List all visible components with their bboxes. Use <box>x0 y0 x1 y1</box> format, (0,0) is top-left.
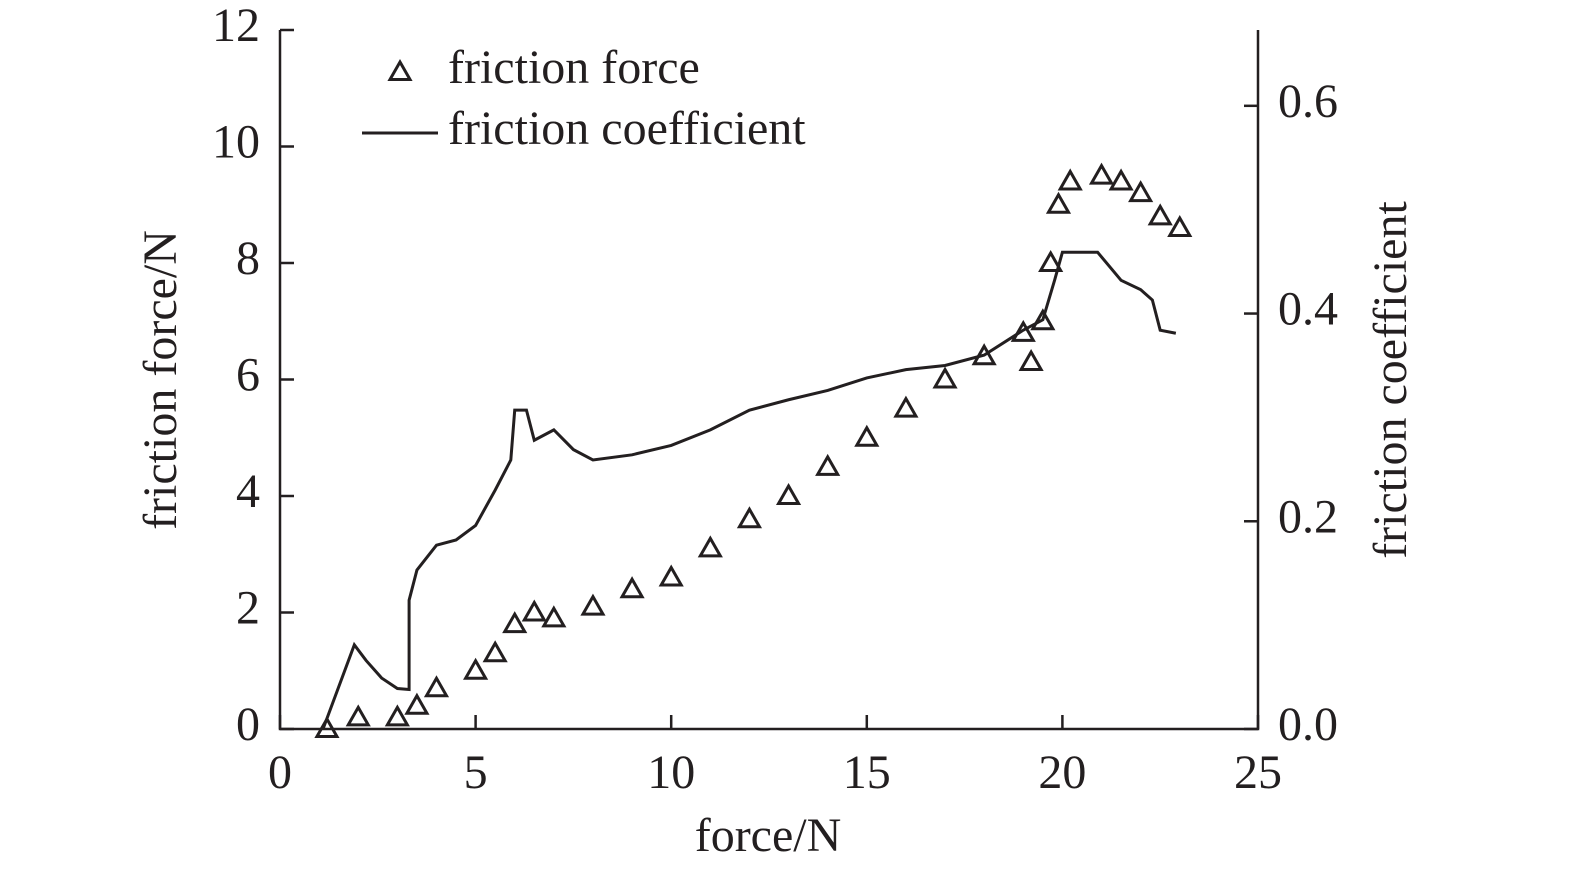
y2-tick-label: 0.0 <box>1278 698 1338 751</box>
x-tick-label: 20 <box>1038 746 1086 799</box>
y-tick-label: 6 <box>236 349 260 402</box>
marker <box>697 535 723 558</box>
marker <box>521 599 547 622</box>
marker <box>384 704 410 727</box>
x-tick-label: 25 <box>1234 746 1282 799</box>
marker <box>893 395 919 418</box>
marker <box>463 657 489 680</box>
marker <box>854 424 880 447</box>
y2-axis-label: friction coefficient <box>1364 201 1417 559</box>
marker <box>1018 349 1044 372</box>
marker <box>1038 249 1064 272</box>
marker <box>1128 180 1154 203</box>
marker <box>423 675 450 698</box>
marker <box>1030 308 1056 331</box>
marker <box>1088 162 1115 185</box>
y-tick-label: 10 <box>212 116 260 169</box>
x-tick-label: 5 <box>464 746 488 799</box>
marker <box>345 704 371 727</box>
y-tick-label: 4 <box>236 465 260 518</box>
marker <box>482 640 508 663</box>
marker <box>619 576 645 599</box>
y2-tick-label: 0.4 <box>1278 283 1338 336</box>
y-tick-label: 12 <box>212 0 260 52</box>
y2-tick-label: 0.6 <box>1278 75 1338 128</box>
y-tick-label: 2 <box>236 582 260 635</box>
marker <box>1147 203 1173 226</box>
y-tick-label: 8 <box>236 232 260 285</box>
line <box>321 250 1177 730</box>
y-axis-label: friction force/N <box>134 230 187 530</box>
marker <box>1167 215 1193 238</box>
marker <box>502 611 528 634</box>
y-tick-label: 0 <box>236 698 260 751</box>
marker <box>736 506 763 529</box>
marker <box>775 482 802 505</box>
marker <box>541 605 567 628</box>
marker <box>1057 168 1083 191</box>
marker <box>932 366 958 389</box>
marker <box>658 564 684 587</box>
marker <box>1108 168 1134 191</box>
x-tick-label: 10 <box>647 746 695 799</box>
legend-marker <box>387 58 413 81</box>
legend-label: friction force <box>448 41 700 94</box>
legend-label: friction coefficient <box>448 102 806 155</box>
x-axis-label: force/N <box>695 809 842 862</box>
marker <box>580 593 606 616</box>
marker <box>815 453 841 476</box>
x-tick-label: 0 <box>268 746 292 799</box>
marker <box>404 692 430 715</box>
y2-tick-label: 0.2 <box>1278 490 1338 543</box>
marker <box>1045 191 1072 214</box>
x-tick-label: 15 <box>843 746 891 799</box>
